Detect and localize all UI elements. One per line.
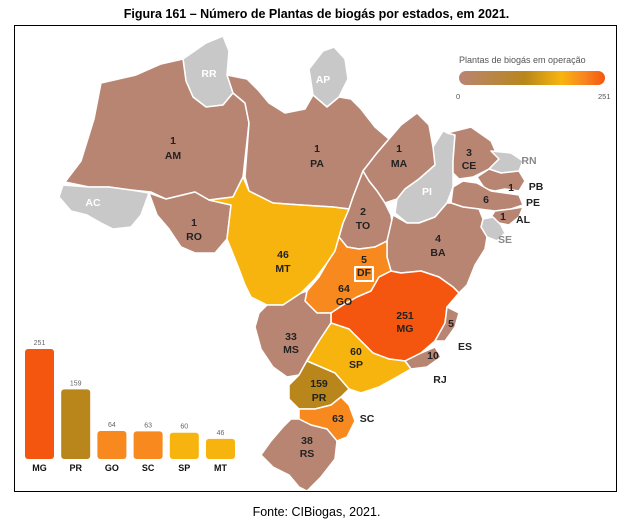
label-es-count: 5	[448, 318, 454, 330]
bar-category-label: GO	[105, 463, 119, 473]
figure-title: Figura 161 – Número de Plantas de biogás…	[123, 7, 510, 21]
bar-category-label: PR	[69, 463, 82, 473]
label-ac-uf: AC	[85, 197, 101, 209]
bar-value-label: 159	[70, 380, 82, 387]
bar-value-label: 46	[217, 430, 225, 437]
label-rj-count: 10	[427, 350, 439, 362]
label-pi-uf: PI	[422, 186, 432, 198]
bar-pr	[61, 389, 91, 459]
label-se-uf: SE	[498, 234, 512, 246]
label-sc-uf: SC	[360, 413, 375, 425]
label-ce-count: 3	[466, 147, 472, 159]
state-ce	[446, 126, 500, 180]
states-layer	[58, 35, 526, 492]
legend: Plantas de biogás em operação 0 251	[446, 49, 612, 104]
bar-category-label: SC	[142, 463, 155, 473]
label-to-count: 2	[360, 206, 366, 218]
label-pr-uf: PR	[312, 392, 327, 404]
label-rs-count: 38	[301, 435, 313, 447]
bar-category-label: MG	[32, 463, 47, 473]
label-rs-uf: RS	[300, 448, 315, 460]
label-df-uf: DF	[357, 267, 372, 279]
label-rn-uf: RN	[521, 155, 536, 167]
label-sp-count: 60	[350, 346, 362, 358]
label-am-count: 1	[170, 135, 176, 147]
label-al-count: 1	[500, 211, 506, 223]
label-ms-uf: MS	[283, 344, 299, 356]
label-df-count: 5	[361, 254, 367, 266]
legend-gradient-bar	[459, 71, 605, 85]
label-ba-uf: BA	[430, 247, 446, 259]
state-df	[354, 266, 374, 282]
label-ce-uf: CE	[462, 160, 477, 172]
bar-mg	[25, 349, 54, 459]
label-mt-count: 46	[277, 249, 289, 261]
legend-title: Plantas de biogás em operação	[459, 55, 586, 65]
legend-min: 0	[456, 92, 460, 101]
label-ro-count: 1	[191, 217, 197, 229]
state-labels: RR AP 1 AM 1 PA 1 MA 3 CE RN 1 PB 6 PE 1…	[85, 68, 543, 460]
bar-chart: 251 MG 159 PR 64 GO 63 SC 60 SP 46 MT	[25, 340, 235, 473]
bar-sc	[133, 431, 163, 459]
legend-max: 251	[598, 92, 611, 101]
label-pr-count: 159	[310, 378, 328, 390]
figure-source: Fonte: CIBiogas, 2021.	[252, 505, 381, 519]
bar-value-label: 63	[144, 422, 152, 429]
bar-category-label: SP	[178, 463, 190, 473]
state-ac	[58, 184, 150, 230]
bar-value-label: 251	[34, 340, 46, 347]
label-am-uf: AM	[165, 150, 182, 162]
figure-frame: Plantas de biogás em operação 0 251	[14, 25, 617, 492]
label-go-count: 64	[338, 283, 350, 295]
label-al-uf: AL	[516, 214, 531, 226]
bar-value-label: 60	[180, 424, 188, 431]
label-pb-count: 1	[508, 182, 514, 194]
label-pa-count: 1	[314, 143, 320, 155]
label-mg-uf: MG	[397, 323, 414, 335]
label-sp-uf: SP	[349, 359, 363, 371]
label-pb-uf: PB	[529, 181, 544, 193]
bar-value-label: 64	[108, 422, 116, 429]
bar-sp	[169, 432, 199, 459]
label-go-uf: GO	[336, 296, 352, 308]
label-pe-uf: PE	[526, 197, 540, 209]
label-mg-count: 251	[396, 310, 414, 322]
label-ms-count: 33	[285, 331, 297, 343]
label-rj-uf: RJ	[433, 374, 447, 386]
bar-go	[97, 430, 127, 459]
bar-mt	[206, 438, 235, 459]
label-rr-uf: RR	[201, 68, 217, 80]
label-ro-uf: RO	[186, 231, 202, 243]
label-ba-count: 4	[435, 233, 441, 245]
brazil-map: Plantas de biogás em operação 0 251	[25, 35, 612, 492]
label-ap-uf: AP	[316, 74, 331, 86]
label-es-uf: ES	[458, 341, 472, 353]
label-mt-uf: MT	[275, 263, 291, 275]
label-pe-count: 6	[483, 194, 489, 206]
bar-category-label: MT	[214, 463, 227, 473]
state-ro	[148, 191, 232, 254]
label-ma-count: 1	[396, 143, 402, 155]
label-pa-uf: PA	[310, 158, 324, 170]
label-sc-count: 63	[332, 413, 344, 425]
label-to-uf: TO	[356, 220, 370, 232]
state-es	[434, 306, 460, 342]
label-ma-uf: MA	[391, 158, 408, 170]
